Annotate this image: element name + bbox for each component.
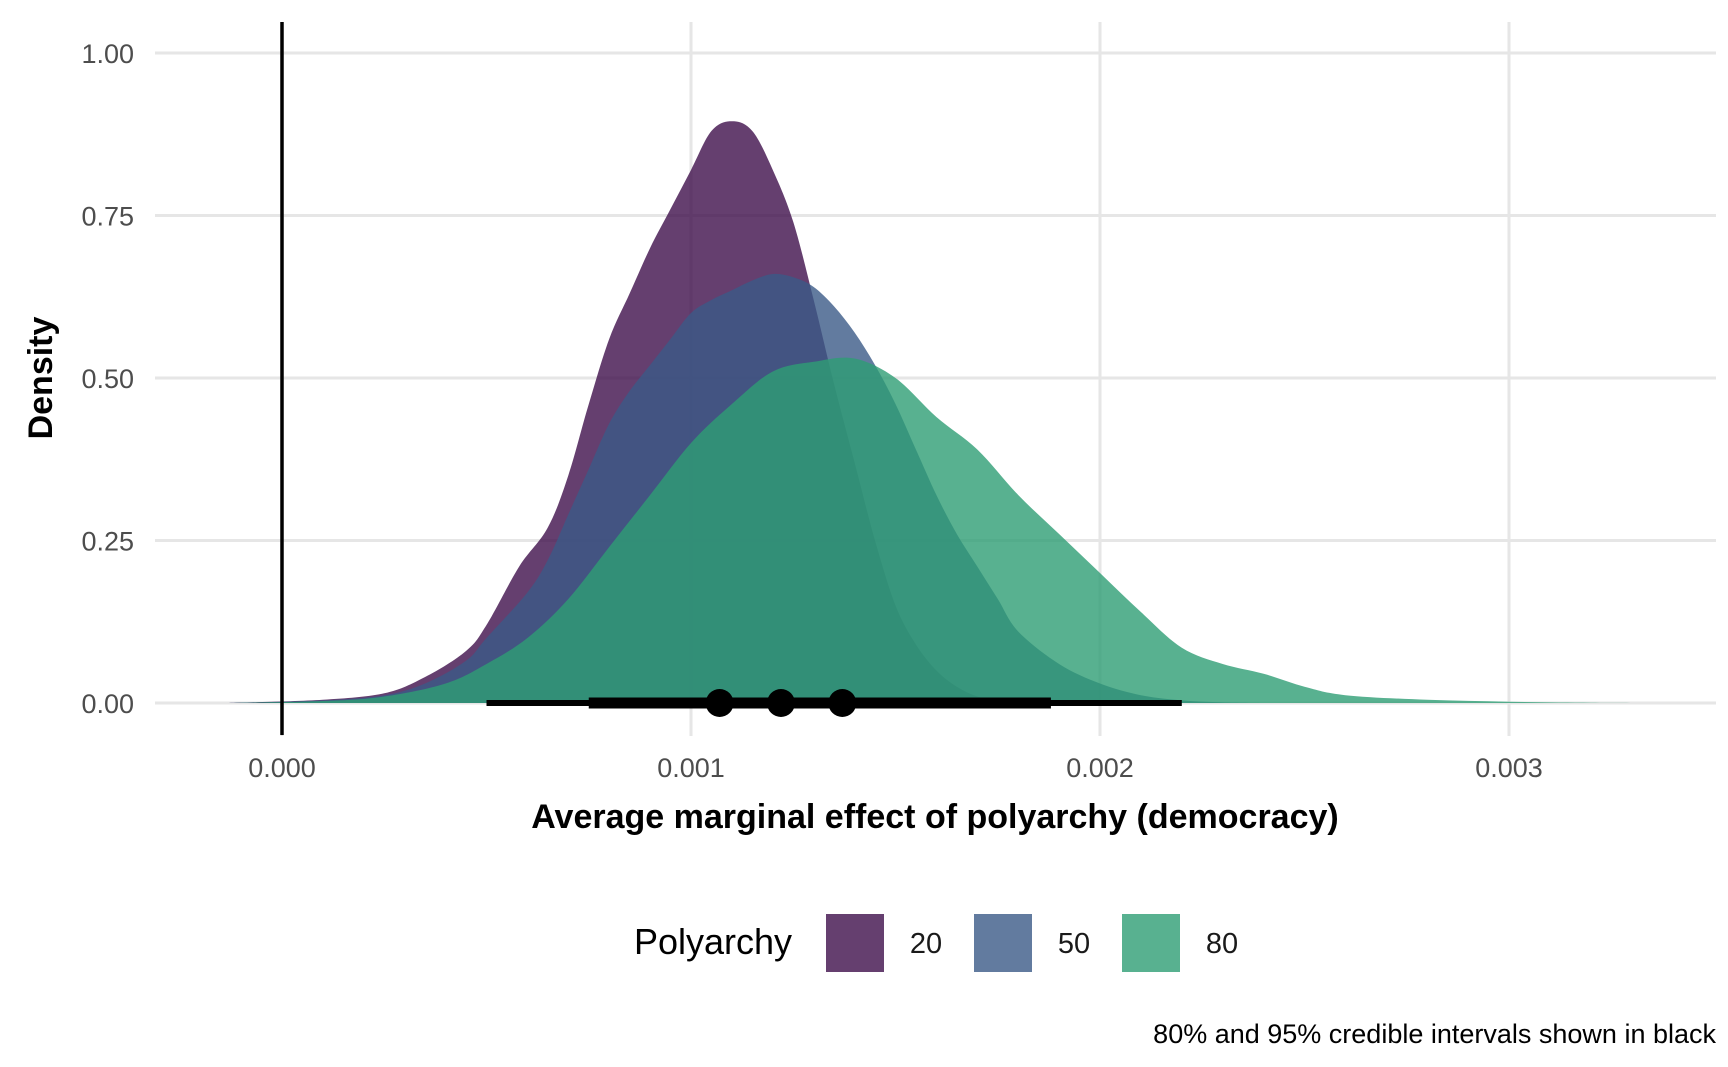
legend-key-20 [826,914,884,972]
legend-label-80: 80 [1206,928,1238,960]
x-tick-label-1: 0.001 [657,753,725,783]
caption: 80% and 95% credible intervals shown in … [1153,1019,1716,1049]
y-axis-title: Density [22,317,60,440]
median-point-20 [705,689,734,717]
median-point-50 [766,689,795,717]
legend-label-20: 20 [910,928,942,960]
y-tick-label-4: 1.00 [81,39,134,69]
legend-title: Polyarchy [634,921,792,962]
legend-items: 20 50 80 [826,914,1238,972]
legend: Polyarchy 20 50 80 [634,914,1238,972]
x-tick-label-2: 0.002 [1066,753,1134,783]
median-point-80 [828,689,857,717]
legend-label-50: 50 [1058,928,1090,960]
density-areas [228,121,1653,704]
legend-key-80 [1122,914,1180,972]
y-tick-label-3: 0.75 [81,202,134,232]
credible-intervals [486,689,1182,717]
density-area-80 [228,357,1653,703]
x-axis-title: Average marginal effect of polyarchy (de… [531,798,1338,836]
y-tick-label-2: 0.50 [81,364,134,394]
axis-tick-labels: 0.000 0.001 0.002 0.003 0.00 0.25 0.50 0.75 1.00 [81,39,1542,783]
x-tick-label-3: 0.003 [1475,753,1543,783]
x-tick-label-0: 0.000 [248,753,316,783]
legend-key-50 [974,914,1032,972]
y-tick-label-0: 0.00 [81,689,134,719]
y-tick-label-1: 0.25 [81,527,134,557]
